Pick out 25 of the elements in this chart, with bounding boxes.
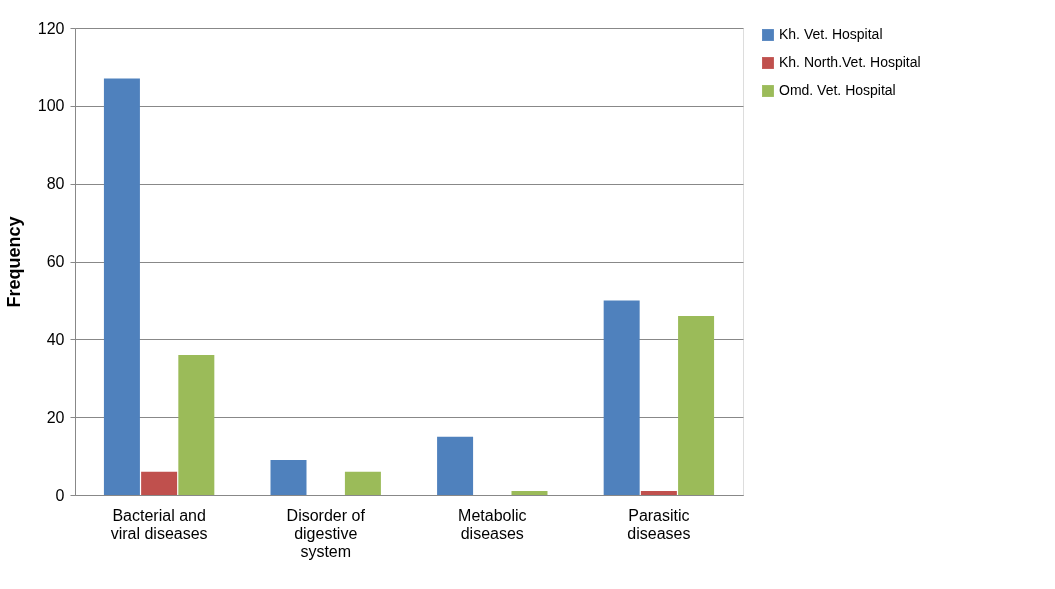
bar (603, 300, 640, 495)
bar (178, 354, 215, 495)
y-tick-label: 80 (46, 175, 65, 193)
bar (640, 491, 677, 495)
legend-label: Kh. Vet. Hospital (779, 26, 883, 42)
bar (141, 471, 178, 495)
bar (678, 315, 715, 495)
bar (344, 471, 381, 495)
y-tick-label: 40 (46, 330, 65, 348)
y-tick-label: 0 (55, 486, 65, 504)
legend-label: Kh. North.Vet. Hospital (779, 54, 921, 70)
bar (103, 78, 140, 495)
bar (270, 459, 307, 495)
x-tick-label: Bacterial and viral diseases (110, 506, 208, 542)
y-tick-label: 60 (46, 253, 65, 270)
bar (437, 436, 474, 495)
legend-label: Omd. Vet. Hospital (779, 82, 896, 98)
y-tick-label: 120 (37, 19, 65, 37)
bar (511, 491, 548, 495)
x-tick-label: Parasitic diseases (627, 506, 691, 542)
x-tick-label: Metabolic diseases (458, 506, 527, 542)
y-axis-title: Frequency (3, 216, 24, 308)
y-tick-label: 20 (46, 408, 65, 426)
y-tick-label: 100 (37, 97, 65, 115)
x-tick-label: Disorder of digestive system (286, 506, 366, 560)
